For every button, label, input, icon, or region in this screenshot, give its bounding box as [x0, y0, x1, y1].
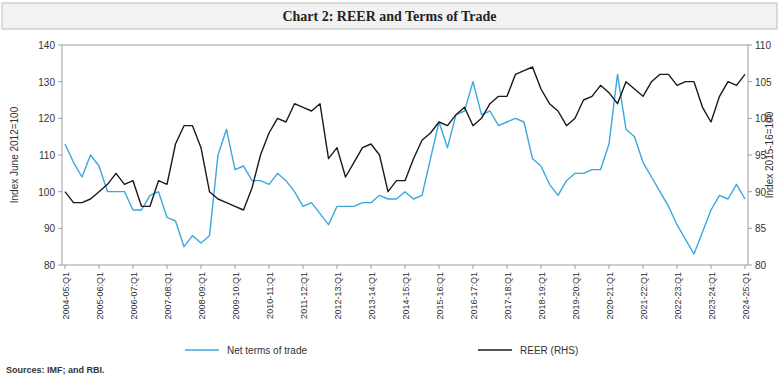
x-tick-label: 2021-22:Q1 [639, 272, 649, 320]
y-tick [58, 118, 62, 119]
chart: Chart 2: REER and Terms of Trade 80 90 100 1… [0, 0, 779, 380]
legend-swatch [185, 349, 219, 351]
x-tick [711, 265, 712, 269]
x-tick-label: 2011-12:Q1 [299, 272, 309, 319]
y-tick-label: 130 [38, 77, 55, 88]
x-tick-label: 2007-08:Q1 [163, 272, 173, 320]
y-tick-label: 120 [38, 113, 55, 124]
x-tick-label: 2012-13:Q1 [333, 272, 343, 320]
title-box [2, 3, 777, 29]
y-tick [58, 81, 62, 82]
x-tick [337, 265, 338, 269]
x-tick-label: 2016-17:Q1 [469, 272, 479, 320]
x-tick-label: 2010-11:Q1 [265, 272, 275, 319]
x-tick [65, 265, 66, 269]
x-tick [405, 265, 406, 269]
x-tick [303, 265, 304, 269]
x-tick-label: 2004-05:Q1 [61, 272, 71, 320]
y2-tick [748, 45, 752, 46]
y-tick-label: 80 [44, 260, 56, 271]
x-tick [167, 265, 168, 269]
x-tick [235, 265, 236, 269]
y-tick-label: 140 [38, 40, 55, 51]
y2-tick-label: 105 [755, 77, 772, 88]
x-tick [99, 265, 100, 269]
y2-tick [748, 155, 752, 156]
y2-tick [748, 228, 752, 229]
y-tick [58, 191, 62, 192]
x-tick-label: 2013-14:Q1 [367, 272, 377, 320]
y-tick [58, 265, 62, 266]
x-tick [269, 265, 270, 269]
x-tick [643, 265, 644, 269]
y-tick-label: 100 [38, 187, 55, 198]
plot-lines [65, 67, 745, 254]
x-tick-label: 2017-18:Q1 [503, 272, 513, 320]
x-tick-label: 2009-10:Q1 [231, 272, 241, 320]
source: Sources: IMF; and RBI. [6, 365, 105, 375]
x-tick-label: 2022-23:Q1 [673, 272, 683, 320]
x-tick-label: 2024-25:Q1 [741, 272, 751, 320]
x-tick-label: 2019-20:Q1 [571, 272, 581, 320]
y2-tick [748, 265, 752, 266]
y-tick-label: 110 [39, 150, 55, 161]
y-label: Index June 2012=100 [9, 106, 20, 203]
y2-tick [748, 191, 752, 192]
x-tick-label: 2008-09:Q1 [197, 272, 207, 320]
y-tick [58, 155, 62, 156]
x-tick-label: 2020-21:Q1 [605, 272, 615, 320]
x-tick [575, 265, 576, 269]
y-tick-label: 90 [44, 223, 56, 234]
x-tick-label: 2015-16:Q1 [435, 272, 445, 320]
legend-label: REER (RHS) [520, 345, 578, 356]
title: Chart 2: REER and Terms of Trade [282, 9, 496, 24]
y-tick [58, 45, 62, 46]
x-tick-label: 2006-07:Q1 [129, 272, 139, 320]
y-tick [58, 228, 62, 229]
y2-tick-label: 85 [755, 223, 767, 234]
y2-tick [748, 81, 752, 82]
y2-tick-label: 110 [755, 40, 771, 51]
x-tick-label: 2014-15:Q1 [401, 272, 411, 320]
legend-label: Net terms of trade [227, 345, 307, 356]
y2-label: Index 2015-16=100 [764, 111, 775, 198]
legend-swatch [478, 349, 512, 351]
x-tick [439, 265, 440, 269]
x-tick-label: 2005-06:Q1 [95, 272, 105, 320]
x-tick [745, 265, 746, 269]
x-tick-label: 2023-24:Q1 [707, 272, 717, 320]
x-tick [507, 265, 508, 269]
x-tick [133, 265, 134, 269]
plot-frame [62, 45, 748, 265]
x-tick [541, 265, 542, 269]
x-tick-label: 2018-19:Q1 [537, 272, 547, 320]
y2-tick-label: 80 [755, 260, 767, 271]
x-tick [201, 265, 202, 269]
series-line [65, 67, 745, 210]
series-line [65, 74, 745, 254]
x-tick [677, 265, 678, 269]
y2-tick [748, 118, 752, 119]
x-tick [609, 265, 610, 269]
x-tick [371, 265, 372, 269]
x-tick [473, 265, 474, 269]
